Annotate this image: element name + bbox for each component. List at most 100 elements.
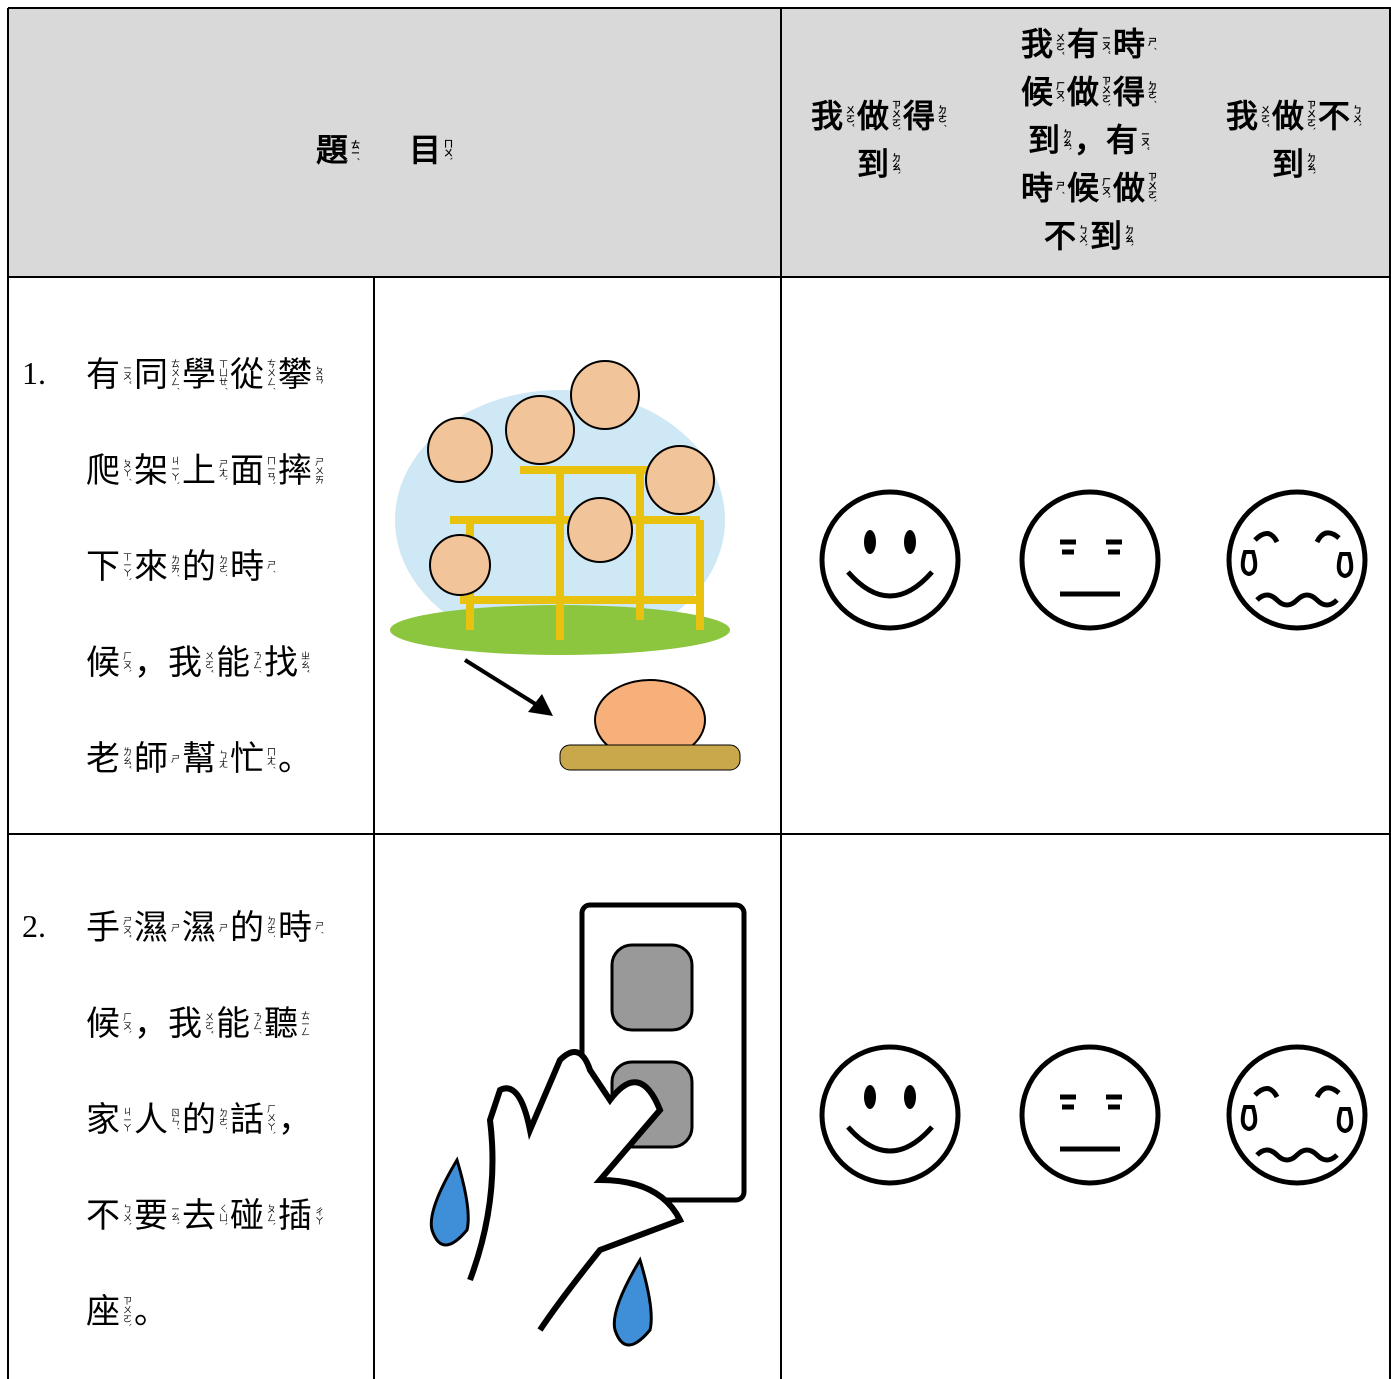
- character: 能: [216, 642, 250, 683]
- zhuyin: ㄆㄢ: [313, 365, 323, 384]
- zhuyin: ㄕˊ: [1053, 181, 1064, 195]
- zhuyin: ㄊㄧㄥ: [299, 1010, 309, 1037]
- character: 得: [1113, 73, 1146, 111]
- header-background: [8, 8, 1391, 277]
- character: 摔: [278, 450, 312, 491]
- zhuyin: ㄕㄡˇ: [121, 916, 131, 939]
- character: ，: [134, 1003, 168, 1044]
- text-line: 爬ㄆㄚˊ架ㄐㄧㄚˋ上ㄕㄤˋ面ㄇㄧㄢˋ摔ㄕㄨㄞ: [86, 449, 326, 491]
- zhuyin: ㄧㄡˇ: [1100, 33, 1110, 55]
- character: 師: [134, 738, 168, 779]
- character: 的: [230, 907, 264, 948]
- zhuyin: ㄨㄛˇ: [1258, 104, 1269, 128]
- text-line: 候ㄏㄡˋ，我ㄨㄛˇ能ㄋㄥˊ找ㄓㄠˇ: [86, 641, 312, 683]
- character: 我: [168, 642, 202, 683]
- text-line: 到ㄉㄠˋ: [1200, 142, 1390, 184]
- character: 下: [86, 546, 120, 587]
- character: 有: [1106, 121, 1139, 159]
- character: ，: [1073, 121, 1106, 159]
- zhuyin: ㄓㄠˇ: [299, 651, 309, 674]
- zhuyin: ㄐㄧㄚ: [121, 1106, 131, 1133]
- zhuyin: ㄌㄞˊ: [169, 555, 179, 578]
- character: 不: [86, 1195, 120, 1236]
- character: 老: [86, 738, 120, 779]
- zhuyin: ㄕˊ: [1146, 37, 1157, 51]
- illustration-climbing: [390, 360, 741, 771]
- character: 目: [409, 131, 442, 169]
- character: 碰: [230, 1195, 264, 1236]
- zhuyin: ㄇㄧㄢˋ: [265, 455, 275, 486]
- zhuyin: ㄗㄨㄛˋ: [1305, 100, 1315, 132]
- zhuyin: ㄗㄨㄛˋ: [121, 1295, 131, 1328]
- zhuyin: ㄏㄡˋ: [121, 651, 131, 674]
- zhuyin: ㄨㄛˇ: [1053, 32, 1064, 56]
- zhuyin: ㄏㄡˋ: [1100, 176, 1110, 200]
- character: 人: [134, 1099, 168, 1140]
- character: 時: [1020, 169, 1053, 207]
- zhuyin: ㄉㄜˊ: [1146, 80, 1157, 104]
- zhuyin: ㄅㄨˋ: [121, 1204, 131, 1227]
- zhuyin: ㄨㄛˇ: [203, 1012, 213, 1035]
- text-line: 老ㄌㄠˇ師ㄕ幫ㄅㄤ忙ㄇㄤˊ。: [86, 737, 312, 779]
- character: 找: [264, 642, 298, 683]
- text-line: 不ㄅㄨˋ要ㄧㄠˋ去ㄑㄩˋ碰ㄆㄥˋ插ㄔㄚ: [86, 1194, 326, 1236]
- character: 手: [86, 907, 120, 948]
- text-line: 候ㄏㄡˋ，我ㄨㄛˇ能ㄋㄥˊ聽ㄊㄧㄥ: [86, 1002, 312, 1044]
- zhuyin: ㄊㄧˊ: [349, 139, 360, 161]
- text-line: 我ㄨㄛˇ有ㄧㄡˇ時ㄕˊ: [995, 22, 1185, 64]
- character: 不: [1043, 217, 1076, 255]
- character: 做: [1066, 73, 1099, 111]
- character: 不: [1318, 97, 1351, 135]
- zhuyin: ㄉㄠˋ: [1123, 224, 1134, 248]
- character: 候: [86, 1003, 120, 1044]
- text-line: 候ㄏㄡˋ做ㄗㄨㄛˋ得ㄉㄜˊ: [995, 70, 1185, 112]
- character: 有: [1066, 25, 1099, 63]
- zhuyin: ㄅㄨˋ: [1351, 104, 1362, 128]
- zhuyin: ㄗㄨㄛˋ: [1146, 172, 1157, 204]
- text-line: 有ㄧㄡˇ同ㄊㄨㄥˊ學ㄒㄩㄝˊ從ㄘㄨㄥˊ攀ㄆㄢ: [86, 353, 326, 395]
- character: 座: [86, 1291, 120, 1332]
- character: 幫: [182, 738, 216, 779]
- zhuyin: ㄆㄚˊ: [121, 459, 131, 482]
- item-number: 2.: [22, 908, 46, 944]
- character: 架: [134, 450, 168, 491]
- character: 到: [856, 145, 889, 183]
- character: 有: [86, 354, 120, 395]
- zhuyin: ㄉㄜˊ: [936, 104, 947, 128]
- zhuyin: ㄕ: [169, 923, 179, 932]
- text-line: 到ㄉㄠˋ，有ㄧㄡˇ: [995, 118, 1185, 160]
- character: 候: [1020, 73, 1053, 111]
- zhuyin: ㄉㄠˋ: [1305, 152, 1315, 176]
- zhuyin: ㄗㄨㄛˋ: [1100, 76, 1110, 108]
- character: 的: [182, 1099, 216, 1140]
- character: 來: [134, 546, 168, 587]
- zhuyin: ㄧㄡˇ: [121, 364, 131, 385]
- character: 攀: [278, 354, 312, 395]
- zhuyin: ㄕㄤˋ: [217, 459, 227, 482]
- zhuyin: ㄐㄧㄚˋ: [169, 455, 179, 486]
- character: 做: [1113, 169, 1146, 207]
- character: 候: [1066, 169, 1099, 207]
- zhuyin: ㄘㄨㄥˊ: [265, 358, 275, 391]
- character: 從: [230, 354, 264, 395]
- zhuyin: ㄕㄨㄞ: [313, 457, 323, 484]
- zhuyin: ㄆㄥˋ: [265, 1204, 275, 1227]
- character: 濕: [182, 907, 216, 948]
- character: 我: [1020, 25, 1053, 63]
- zhuyin: ㄉㄜ˙: [217, 1108, 227, 1131]
- character: 時: [1113, 25, 1146, 63]
- zhuyin: ㄋㄥˊ: [251, 651, 261, 674]
- zhuyin: ㄕˊ: [265, 559, 275, 574]
- character: 家: [86, 1099, 120, 1140]
- character: 候: [86, 642, 120, 683]
- character: 我: [810, 97, 843, 135]
- character: 。: [278, 738, 312, 779]
- character: 去: [182, 1195, 216, 1236]
- zhuyin: ㄧㄠˋ: [169, 1205, 179, 1226]
- character: 得: [903, 97, 936, 135]
- zhuyin: ㄒㄩㄝˊ: [217, 358, 227, 391]
- character: 濕: [134, 907, 168, 948]
- zhuyin: ㄉㄠˋ: [890, 152, 900, 176]
- character: 時: [278, 907, 312, 948]
